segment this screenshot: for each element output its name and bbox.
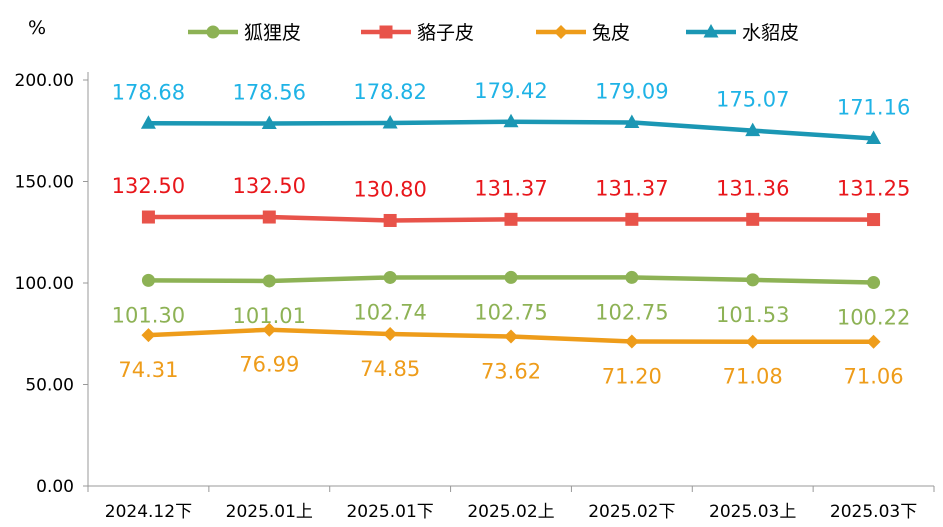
data-label: 102.75 <box>595 300 668 324</box>
unit-label: % <box>28 17 46 39</box>
data-label: 175.07 <box>716 88 789 112</box>
data-label: 132.50 <box>233 174 306 198</box>
data-label: 76.99 <box>239 353 299 377</box>
series-1: 132.50 132.50 130.80 131.37 131.37 131.36 131.… <box>112 174 910 227</box>
x-tick-label: 2025.03上 <box>709 502 796 522</box>
data-point <box>867 276 881 290</box>
data-label: 74.31 <box>118 358 178 382</box>
legend-swatch-marker <box>206 25 220 39</box>
data-point <box>383 213 397 227</box>
data-label: 179.09 <box>595 79 668 103</box>
data-point <box>746 212 760 226</box>
data-point <box>746 273 760 287</box>
data-point <box>141 328 156 343</box>
legend-swatch-marker <box>554 25 568 39</box>
x-tick-label: 2025.01上 <box>226 502 313 522</box>
data-point <box>383 327 398 342</box>
y-tick-label: 200.00 <box>15 71 74 91</box>
data-label: 101.30 <box>112 303 185 327</box>
data-label: 101.53 <box>716 303 789 327</box>
data-point <box>504 270 518 284</box>
legend-label: 狐狸皮 <box>244 22 301 44</box>
data-label: 71.20 <box>602 364 662 388</box>
legend-label: 兔皮 <box>592 22 630 44</box>
data-label: 131.37 <box>595 176 668 200</box>
data-point <box>141 273 155 287</box>
x-tick-label: 2025.02下 <box>588 502 675 522</box>
data-label: 71.08 <box>723 365 783 389</box>
legend-swatch-marker <box>703 24 719 38</box>
data-point <box>503 113 519 128</box>
data-point <box>504 212 518 226</box>
data-label: 102.74 <box>353 300 426 324</box>
data-label: 131.36 <box>716 176 789 200</box>
data-label: 130.80 <box>353 177 426 201</box>
data-point <box>866 130 882 145</box>
data-label: 178.68 <box>112 80 185 104</box>
data-label: 171.16 <box>837 96 910 120</box>
data-label: 71.06 <box>844 365 904 389</box>
data-point <box>262 274 276 288</box>
data-point <box>624 114 640 128</box>
data-point <box>745 122 761 137</box>
x-tick-label: 2024.12下 <box>105 502 192 522</box>
data-point <box>262 322 277 337</box>
data-point <box>625 270 639 284</box>
y-tick-label: 100.00 <box>15 274 74 294</box>
data-label: 132.50 <box>112 174 185 198</box>
data-point <box>504 329 518 344</box>
data-label: 178.82 <box>353 80 426 104</box>
legend-item-1: 貉子皮 <box>361 22 474 44</box>
data-point <box>141 210 155 224</box>
data-point <box>382 114 398 129</box>
data-point <box>867 213 881 227</box>
data-label: 131.37 <box>474 176 547 200</box>
data-label: 178.56 <box>233 81 306 105</box>
data-label: 74.85 <box>360 357 420 381</box>
series-3: 178.68 178.56 178.82 179.42 179.09 175.07 171.… <box>112 79 910 145</box>
legend-label: 貉子皮 <box>417 22 474 44</box>
data-label: 73.62 <box>481 360 541 384</box>
legend-item-3: 水貂皮 <box>686 22 799 44</box>
data-point <box>262 210 276 224</box>
legend-item-0: 狐狸皮 <box>188 22 301 44</box>
series-0: 101.30 101.01 102.74 102.75 102.75 101.53 100.… <box>112 270 910 330</box>
data-label: 102.75 <box>474 300 547 324</box>
data-label: 100.22 <box>837 306 910 330</box>
data-point <box>383 270 397 284</box>
series-layer: 101.30 101.01 102.74 102.75 102.75 101.53 100.… <box>112 79 911 389</box>
legend-label: 水貂皮 <box>742 22 799 44</box>
data-label: 179.42 <box>474 79 547 103</box>
data-point <box>261 115 277 130</box>
y-tick-label: 50.00 <box>25 376 74 396</box>
data-point <box>745 334 760 349</box>
data-point <box>625 212 639 226</box>
x-tick-label: 2025.02上 <box>467 502 554 522</box>
x-tick-label: 2025.01下 <box>346 502 433 522</box>
legend-swatch-marker <box>379 25 393 39</box>
axes: 0.00 50.00 100.00 150.00 200.00 2024.12下 2025.… <box>15 71 935 522</box>
data-point <box>624 334 639 349</box>
y-tick-label: 0.00 <box>36 477 74 497</box>
series-2: 74.31 76.99 74.85 73.62 71.20 71.08 71.06 <box>118 322 904 389</box>
legend: 狐狸皮 貉子皮 兔皮 水貂皮 <box>188 22 799 44</box>
data-point <box>866 334 881 349</box>
data-label: 131.25 <box>837 177 910 201</box>
legend-item-2: 兔皮 <box>536 22 630 44</box>
data-point <box>140 115 156 129</box>
y-tick-label: 150.00 <box>15 173 74 193</box>
x-tick-label: 2025.03下 <box>830 502 917 522</box>
